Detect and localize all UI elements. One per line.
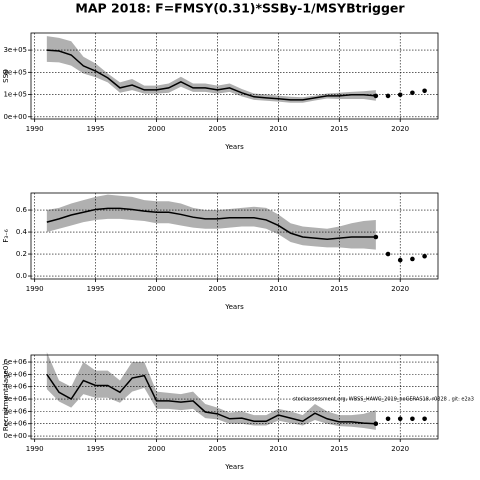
y-tick-label: 1e+06: [3, 420, 27, 428]
x-tick-label: 2020: [391, 285, 409, 293]
y-tick-label: 0.0: [16, 272, 27, 280]
y-tick-label: 0e+00: [3, 432, 27, 440]
x-tick-label: 2020: [391, 125, 409, 133]
y-axis-label: SSB: [2, 69, 10, 83]
y-tick-label: 2e+05: [3, 68, 27, 76]
y-tick-label: 0.2: [16, 250, 27, 258]
y-tick-label: 3e+05: [3, 46, 27, 54]
forecast-point: [373, 234, 379, 240]
x-tick-label: 1990: [26, 285, 44, 293]
y-tick-label: 4e+06: [3, 383, 27, 391]
x-tick-label: 1990: [26, 445, 44, 453]
x-tick-label: 2000: [148, 125, 166, 133]
confidence-band: [46, 194, 376, 250]
x-tick-label: 2010: [269, 285, 287, 293]
x-tick-label: 2015: [330, 285, 348, 293]
x-tick-label: 1995: [87, 285, 105, 293]
forecast-point: [410, 90, 415, 96]
plot-frame: [30, 192, 439, 280]
x-tick-label: 2020: [391, 445, 409, 453]
x-tick-label: 1995: [87, 125, 105, 133]
chart-title: MAP 2018: F=FMSY(0.31)*SSBy-1/MSYBtrigge…: [75, 1, 405, 16]
annotation: stockassessment.org, WBSS_HAWG_2019_noGE…: [293, 397, 474, 403]
estimate-line: [46, 373, 376, 425]
y-tick-label: 2e+06: [3, 407, 27, 415]
x-tick-label: 2015: [330, 445, 348, 453]
forecast-point: [422, 88, 427, 94]
y-tick-label: 3e+06: [3, 395, 27, 403]
forecast-point: [422, 416, 427, 422]
plot-frame: [30, 354, 439, 440]
estimate-line: [46, 49, 376, 101]
forecast-point: [410, 416, 415, 422]
y-tick-label: 0.6: [16, 206, 28, 214]
x-axis-label: Years: [224, 143, 244, 151]
x-axis-label: Years: [224, 303, 244, 311]
x-tick-label: 1995: [87, 445, 105, 453]
y-axis-label: Recruitment (age0): [2, 363, 10, 431]
x-tick-label: 2000: [148, 285, 166, 293]
estimate-line: [46, 207, 376, 240]
x-tick-label: 2005: [209, 285, 227, 293]
x-tick-label: 2005: [209, 445, 227, 453]
confidence-band: [46, 352, 376, 430]
y-tick-label: 0e+00: [3, 113, 27, 121]
x-tick-label: 2015: [330, 125, 348, 133]
y-tick-label: 5e+06: [3, 370, 27, 378]
x-axis-label: Years: [224, 463, 244, 471]
x-tick-label: 2010: [269, 125, 287, 133]
y-tick-label: 1e+05: [3, 91, 27, 99]
x-tick-label: 2010: [269, 445, 287, 453]
y-tick-label: 6e+06: [3, 358, 27, 366]
x-tick-label: 2000: [148, 445, 166, 453]
y-axis-label: F₃₋₆: [2, 229, 10, 243]
forecast-point: [385, 416, 391, 422]
forecast-point: [410, 256, 415, 262]
plot-frame: [30, 32, 439, 120]
forecast-point: [373, 421, 379, 427]
forecast-point: [422, 253, 427, 259]
x-tick-label: 2005: [209, 125, 227, 133]
y-tick-label: 0.4: [16, 228, 28, 236]
x-tick-label: 1990: [26, 125, 44, 133]
